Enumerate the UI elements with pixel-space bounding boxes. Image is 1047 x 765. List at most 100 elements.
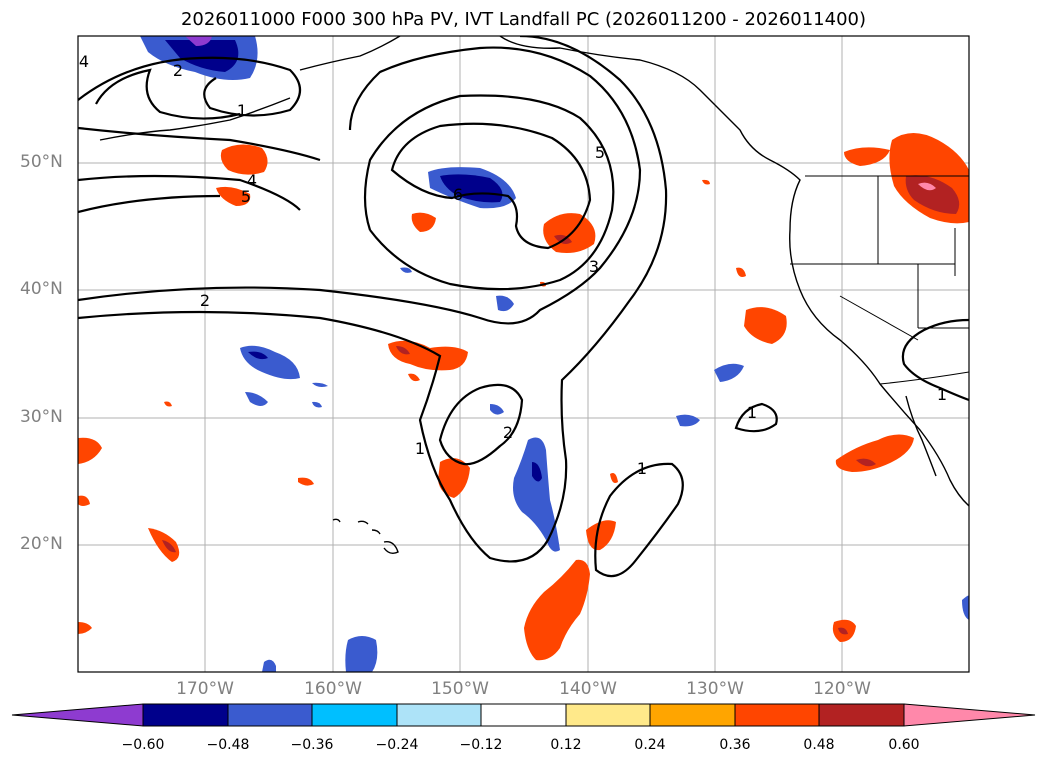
pv-blob xyxy=(148,528,180,562)
pv-blob xyxy=(78,622,92,634)
pv-blob xyxy=(216,186,251,206)
contour-label: 4 xyxy=(79,52,89,71)
pv-blob xyxy=(513,437,560,552)
colorbar-segment xyxy=(903,703,1036,727)
contour-line xyxy=(95,68,241,120)
colorbar-segment xyxy=(480,703,567,727)
map-title: 2026011000 F000 300 hPa PV, IVT Landfall… xyxy=(180,9,867,30)
contour-line xyxy=(78,126,321,162)
colorbar-segment xyxy=(649,703,736,727)
pv-blob xyxy=(490,404,504,415)
pv-blob xyxy=(345,636,378,672)
pv-blob xyxy=(543,213,596,253)
colorbar-tick-label: 0.24 xyxy=(634,737,666,753)
colorbar-tick-label: −0.60 xyxy=(121,737,165,753)
colorbar-segment xyxy=(227,703,313,727)
pv-blob xyxy=(524,559,590,661)
colorbar-tick-label: 0.60 xyxy=(888,737,920,753)
lon-label: 150°W xyxy=(431,679,489,699)
pv-blob xyxy=(298,477,314,486)
contour-label: 2 xyxy=(503,423,513,442)
contour-line xyxy=(438,383,524,466)
pv-blob xyxy=(220,144,268,175)
pv-blob xyxy=(400,267,412,273)
contour-label: 1 xyxy=(237,101,247,120)
pv-blob xyxy=(411,212,436,232)
contour-line xyxy=(734,402,778,433)
coastline-baja xyxy=(905,395,937,477)
colorbar-segment xyxy=(11,703,144,727)
pv-blob xyxy=(438,458,470,498)
contour-label: 5 xyxy=(595,143,605,162)
contour-line xyxy=(594,462,684,578)
colorbar-tick-label: −0.24 xyxy=(375,737,419,753)
pv-blob xyxy=(248,351,268,360)
colorbar-segment xyxy=(142,703,229,727)
lon-label: 120°W xyxy=(813,679,871,699)
colorbar-segment xyxy=(565,703,651,727)
pv-blob xyxy=(838,627,848,635)
pv-blob xyxy=(78,495,90,506)
pv-blob xyxy=(962,595,969,620)
pv-blob xyxy=(736,267,746,277)
hawaii-islands xyxy=(332,518,399,555)
pv-blob xyxy=(164,401,172,407)
contour-line xyxy=(78,46,642,325)
lat-label: 30°N xyxy=(20,407,63,427)
coastline-aleutians xyxy=(99,97,291,141)
gridlines xyxy=(78,36,969,672)
lat-label: 20°N xyxy=(20,534,63,554)
pv-blob xyxy=(312,382,328,387)
contour-line xyxy=(901,318,969,402)
pv-negative-fills xyxy=(140,36,969,672)
pv-blob xyxy=(586,520,616,551)
lon-label: 160°W xyxy=(304,679,362,699)
pv-blob xyxy=(496,295,514,312)
pv-positive-fills xyxy=(78,133,969,661)
contour-label: 1 xyxy=(415,439,425,458)
pv-blob xyxy=(610,473,618,483)
colorbar xyxy=(11,703,1036,727)
contour-label: 2 xyxy=(173,61,183,80)
pv-blob xyxy=(714,363,744,382)
pv-blob xyxy=(162,540,176,553)
contour-label: 5 xyxy=(241,187,251,206)
pv-blob xyxy=(744,307,787,344)
pv-blob xyxy=(262,659,276,672)
contour-line xyxy=(78,174,301,214)
contour-line xyxy=(78,36,668,563)
pv-blob xyxy=(312,401,322,408)
pv-blob xyxy=(702,179,710,185)
colorbar-segment xyxy=(311,703,398,727)
coastlines xyxy=(99,36,969,507)
map-border xyxy=(77,35,970,673)
colorbar-tick-label: 0.36 xyxy=(719,737,751,753)
pv-blob xyxy=(532,462,542,482)
lon-label: 130°W xyxy=(686,679,744,699)
lon-label: 140°W xyxy=(559,679,617,699)
ivt-contours xyxy=(78,36,969,578)
colorbar-segment xyxy=(818,703,905,727)
contour-label: 6 xyxy=(453,185,463,204)
contour-label: 4 xyxy=(247,171,257,190)
colorbar-segment xyxy=(734,703,820,727)
colorbar-tick-label: −0.12 xyxy=(459,737,503,753)
pv-blob xyxy=(440,174,503,203)
pv-blob xyxy=(835,434,914,472)
contour-labels: 4 2 1 5 4 6 5 3 2 2 1 1 1 1 xyxy=(79,52,947,478)
contour-label: 1 xyxy=(637,459,647,478)
coastline-alaska-south xyxy=(299,36,401,71)
colorbar-segment xyxy=(396,703,482,727)
contour-label: 1 xyxy=(937,385,947,404)
pv-blob xyxy=(676,414,700,427)
political-borders xyxy=(790,175,969,385)
contour-line xyxy=(363,94,615,291)
colorbar-tick-label: −0.48 xyxy=(206,737,250,753)
contour-label: 2 xyxy=(200,291,210,310)
pv-blob xyxy=(408,373,420,382)
pv-blob xyxy=(918,182,936,191)
colorbar-tick-label: 0.48 xyxy=(803,737,835,753)
contour-label: 3 xyxy=(589,257,599,276)
pv-blob xyxy=(185,36,212,46)
